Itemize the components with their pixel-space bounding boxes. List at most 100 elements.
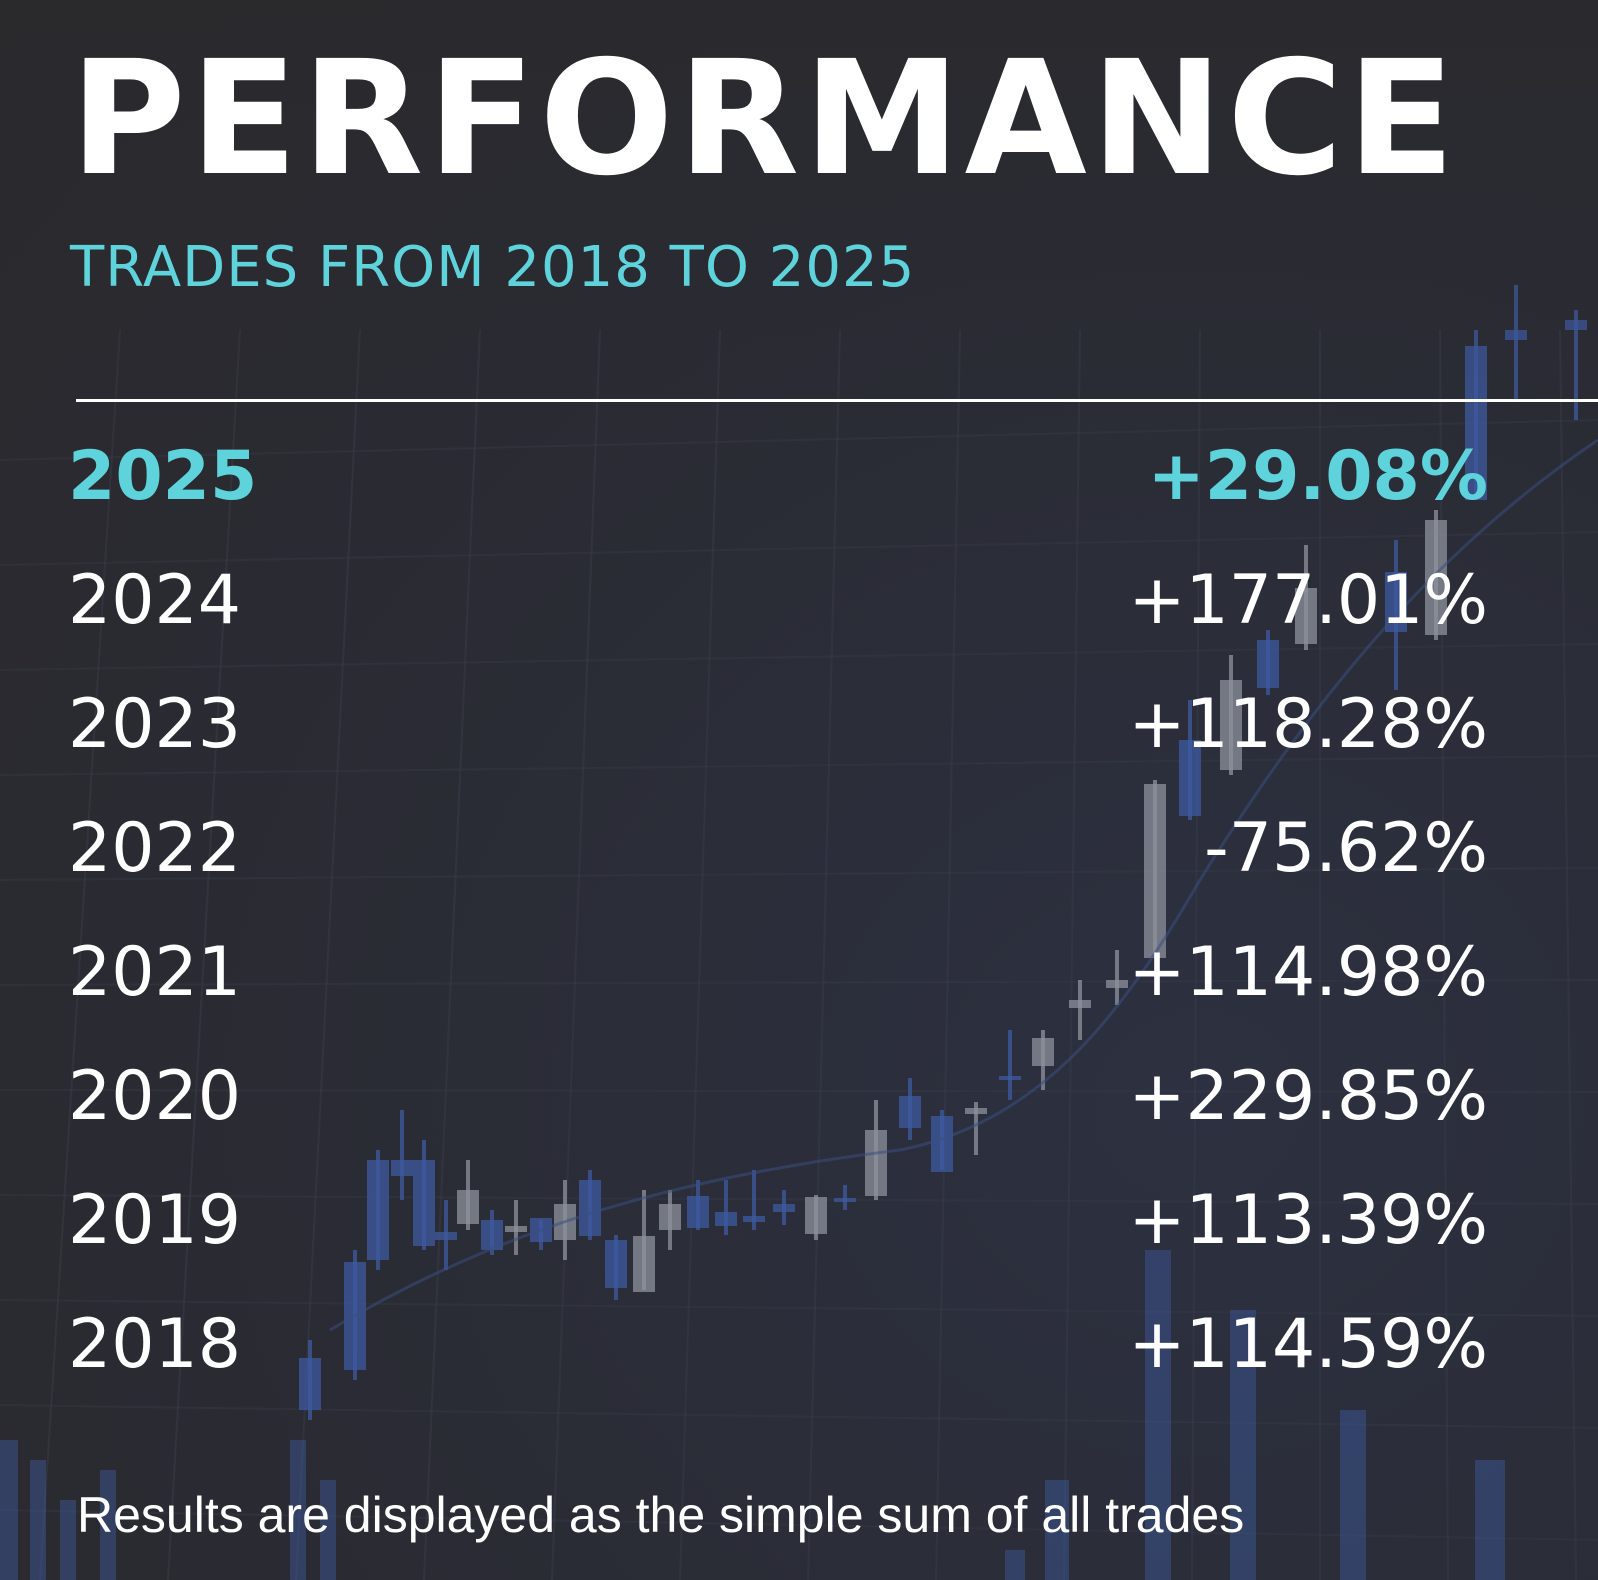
- candle-body: [505, 1226, 527, 1232]
- candle-body: [1385, 572, 1407, 632]
- result-year: 2019: [68, 1181, 242, 1260]
- candle-body: [367, 1160, 389, 1260]
- candle-body: [299, 1358, 321, 1410]
- candle-body: [1069, 1000, 1091, 1008]
- result-value: +177.01%: [1128, 561, 1488, 640]
- candle-body: [773, 1204, 795, 1212]
- grid-line: [679, 329, 721, 1580]
- result-row-2018: 2018 +114.59%: [68, 1283, 1488, 1407]
- grid-line: [0, 867, 1598, 881]
- candle-body: [834, 1198, 856, 1202]
- candle-body: [605, 1240, 627, 1288]
- grid-line: [423, 329, 481, 1580]
- result-row-2025: 2025 +29.08%: [68, 415, 1488, 539]
- candle-body: [931, 1116, 953, 1172]
- candle-body: [1106, 980, 1128, 988]
- grid-line: [1063, 329, 1081, 1580]
- grid-line: [0, 1299, 1598, 1317]
- result-value: +118.28%: [1128, 685, 1488, 764]
- candle-body: [965, 1108, 987, 1114]
- background-trend-line: [329, 438, 1598, 1332]
- footnote: Results are displayed as the simple sum …: [77, 1487, 1245, 1543]
- grid-line: [551, 329, 601, 1580]
- grid-line: [1559, 329, 1577, 1580]
- result-value: +113.39%: [1128, 1181, 1488, 1260]
- grid-line: [0, 1509, 1598, 1541]
- result-value: +114.98%: [1128, 933, 1488, 1012]
- background-volume-bars: [0, 1250, 1505, 1580]
- volume-bar: [60, 1500, 76, 1580]
- result-year: 2021: [68, 933, 242, 1012]
- volume-bar: [0, 1440, 18, 1580]
- candle-body: [1144, 784, 1166, 958]
- volume-bar: [100, 1470, 116, 1580]
- result-row-2022: 2022 -75.62%: [68, 787, 1488, 911]
- candle-body: [865, 1130, 887, 1196]
- candle-body: [899, 1096, 921, 1128]
- candle-body: [715, 1212, 737, 1226]
- candle-body: [805, 1197, 827, 1234]
- candle-body: [999, 1076, 1021, 1080]
- candle-body: [633, 1236, 655, 1292]
- volume-bar: [1340, 1410, 1366, 1580]
- volume-bar: [1475, 1460, 1505, 1580]
- candle-body: [579, 1180, 601, 1236]
- candle-body: [687, 1196, 709, 1228]
- volume-bar: [1230, 1310, 1256, 1580]
- candle-body: [481, 1220, 503, 1250]
- candle-body: [1295, 588, 1317, 644]
- grid-line: [0, 979, 1598, 986]
- volume-bar: [1045, 1480, 1069, 1580]
- grid-line: [0, 643, 1598, 671]
- result-row-2020: 2020 +229.85%: [68, 1035, 1488, 1159]
- result-year: 2025: [68, 437, 258, 516]
- background-fade: [0, 0, 1598, 420]
- page-title: PERFORMANCE: [70, 27, 1459, 211]
- result-row-2023: 2023 +118.28%: [68, 663, 1488, 787]
- grid-line: [807, 329, 841, 1580]
- page-subtitle: TRADES FROM 2018 TO 2025: [70, 235, 916, 300]
- result-row-2019: 2019 +113.39%: [68, 1159, 1488, 1283]
- results-list: 2025 +29.08% 2024 +177.01% 2023 +118.28% 2022 -…: [68, 415, 1488, 1407]
- grid-line: [0, 1404, 1598, 1429]
- result-year: 2018: [68, 1305, 242, 1384]
- candle-body: [1220, 680, 1242, 770]
- candle-body: [1179, 740, 1201, 816]
- candle-body: [1425, 520, 1447, 635]
- candle-body: [743, 1216, 765, 1222]
- result-value: +114.59%: [1128, 1305, 1488, 1384]
- result-row-2021: 2021 +114.98%: [68, 911, 1488, 1035]
- grid-line: [0, 419, 1598, 461]
- volume-bar: [30, 1460, 46, 1580]
- result-value: +29.08%: [1147, 437, 1488, 516]
- grid-line: [0, 755, 1598, 776]
- result-year: 2020: [68, 1057, 242, 1136]
- result-year: 2022: [68, 809, 242, 888]
- grid-line: [0, 1194, 1598, 1205]
- volume-bar: [1145, 1250, 1171, 1580]
- result-row-2024: 2024 +177.01%: [68, 539, 1488, 663]
- volume-bar: [290, 1440, 306, 1580]
- candle-body: [457, 1190, 479, 1224]
- grid-line: [39, 329, 121, 1580]
- divider: [76, 399, 1598, 402]
- candle-body: [391, 1160, 413, 1176]
- volume-bar: [1005, 1550, 1025, 1580]
- candle-body: [435, 1232, 457, 1240]
- candle-body: [413, 1160, 435, 1246]
- grid-line: [1191, 329, 1201, 1580]
- result-year: 2023: [68, 685, 242, 764]
- candle-body: [659, 1204, 681, 1230]
- grid-line: [167, 329, 241, 1580]
- grid-line: [0, 531, 1598, 566]
- candle-body: [1032, 1038, 1054, 1066]
- result-year: 2024: [68, 561, 242, 640]
- candle-body: [1257, 640, 1279, 688]
- result-value: +229.85%: [1128, 1057, 1488, 1136]
- result-value: -75.62%: [1204, 809, 1488, 888]
- volume-bar: [320, 1480, 336, 1580]
- grid-line: [935, 329, 961, 1580]
- grid-line: [0, 1089, 1598, 1093]
